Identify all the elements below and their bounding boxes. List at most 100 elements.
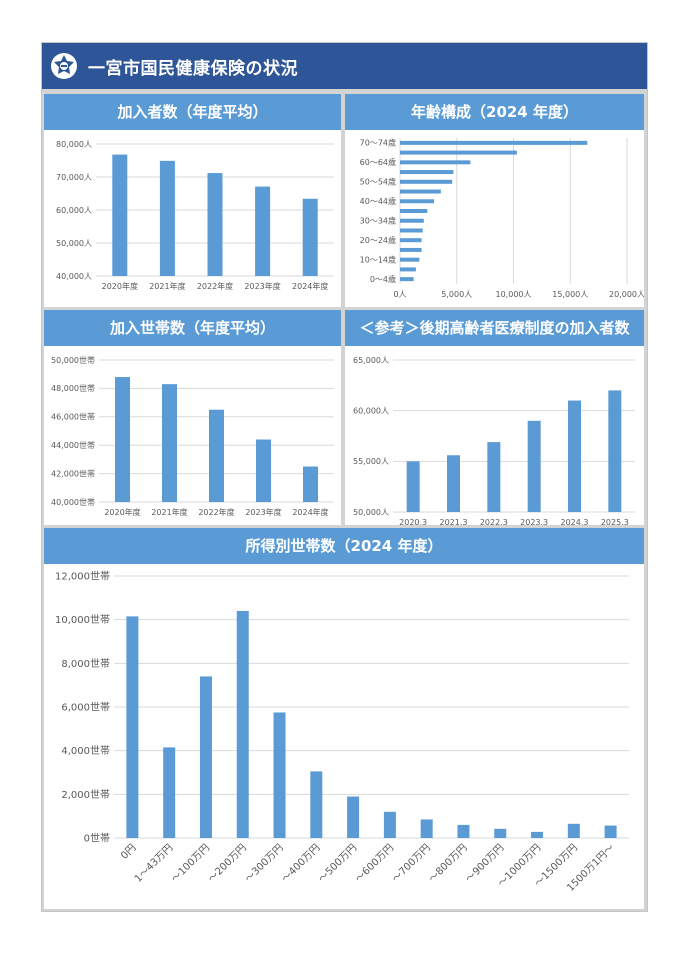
- panel-title-age: 年齢構成（2024 年度）: [345, 94, 644, 130]
- bar: [400, 267, 416, 272]
- bar: [487, 442, 501, 512]
- bar: [531, 831, 544, 838]
- y-tick-label: 10～14歳: [360, 254, 396, 264]
- x-tick-label: 2024年度: [292, 507, 328, 517]
- bar: [400, 209, 428, 213]
- chart-households: 40,000世帯 42,000世帯 44,000世帯 46,000世帯 48,000世帯…: [51, 355, 334, 517]
- x-tick-label: 2020.3: [399, 518, 427, 525]
- bar: [567, 823, 580, 838]
- x-tick-label: ～400万円: [280, 842, 322, 884]
- y-tick-label: 70,000人: [56, 173, 92, 182]
- bar: [400, 170, 454, 175]
- bar: [302, 198, 318, 276]
- x-tick-label: 1～43万円: [133, 842, 175, 884]
- y-tick-label: 30～34歳: [360, 216, 396, 226]
- bar: [400, 247, 422, 252]
- x-tick-label: 2025.3: [601, 518, 629, 525]
- bar: [347, 796, 360, 838]
- chart-members: 40,000人 50,000人 60,000人 70,000人 80,000人 2020年…: [56, 140, 334, 291]
- x-tick-label: ～200万円: [206, 842, 248, 884]
- x-tick-label: ～600万円: [354, 842, 396, 884]
- x-tick-label: 2020年度: [104, 507, 140, 517]
- bar: [400, 199, 435, 204]
- bar: [310, 771, 323, 838]
- y-tick-label: 2,000世帯: [61, 788, 110, 801]
- x-tick-label: 2020年度: [102, 281, 138, 291]
- y-tick-label: 65,000人: [353, 356, 389, 365]
- y-tick-label: 60,000人: [353, 406, 389, 415]
- bar: [457, 824, 470, 838]
- x-tick-label: 2024.3: [561, 518, 589, 525]
- bar: [400, 228, 423, 233]
- x-tick-label: 5,000人: [441, 290, 472, 299]
- bar: [420, 819, 433, 838]
- panel-households: 加入世帯数（年度平均） 40,000世帯 42,000世帯 44,000世帯 46,0…: [44, 310, 341, 525]
- bar: [406, 461, 420, 512]
- y-tick-label: 4,000世帯: [61, 744, 110, 757]
- y-tick-label: 8,000世帯: [61, 657, 110, 670]
- y-tick-label: 48,000世帯: [51, 383, 95, 393]
- chart-elderly: 50,000人 55,000人 60,000人 65,000人 2020.3 2021.3…: [353, 356, 635, 525]
- bar: [255, 186, 271, 276]
- y-tick-label: 12,000世帯: [55, 570, 110, 583]
- bar: [447, 455, 460, 512]
- y-tick-label: 50,000世帯: [51, 355, 95, 365]
- x-tick-label: 2022.3: [480, 518, 508, 525]
- bar: [400, 189, 441, 194]
- y-tick-label: 0世帯: [84, 832, 110, 845]
- bar: [400, 257, 420, 262]
- panel-title-households: 加入世帯数（年度平均）: [44, 310, 341, 346]
- y-tick-label: 70～74歳: [360, 138, 396, 148]
- y-tick-label: 50,000人: [56, 239, 92, 248]
- x-tick-label: 2021年度: [151, 507, 187, 517]
- panel-age: 年齢構成（2024 年度） 0人 5,000人 10,000人 15,000人 20,0…: [345, 94, 644, 307]
- panel-title-elderly: ＜参考＞後期高齢者医療制度の加入者数: [345, 310, 644, 346]
- x-tick-label: ～700万円: [390, 842, 432, 884]
- bar: [568, 400, 581, 512]
- x-tick-label: ～300万円: [243, 842, 285, 884]
- bar: [608, 390, 622, 512]
- bar: [400, 140, 588, 145]
- x-tick-label: 10,000人: [496, 290, 532, 299]
- report-frame: 一宮市国民健康保険の状況 加入者数（年度平均） 40,000人 50,000人 60…: [41, 42, 648, 912]
- panel-elderly: ＜参考＞後期高齢者医療制度の加入者数 50,000人 55,000人 60,000人…: [345, 310, 644, 525]
- y-tick-label: 40～44歳: [360, 196, 396, 206]
- page-title: 一宮市国民健康保険の状況: [88, 59, 298, 79]
- bar: [159, 160, 175, 276]
- panel-income: 所得別世帯数（2024 年度） 0世帯 2,000世帯 4,000世帯 6,000世帯…: [44, 528, 644, 909]
- bar: [400, 160, 471, 165]
- panel-title-income: 所得別世帯数（2024 年度）: [44, 528, 644, 564]
- x-tick-label: 2021年度: [149, 281, 185, 291]
- x-tick-label: 2022年度: [197, 281, 233, 291]
- x-tick-label: 2023.3: [520, 518, 548, 525]
- x-tick-label: 0人: [393, 290, 406, 299]
- city-emblem-icon: [51, 53, 77, 79]
- x-tick-label: ～500万円: [317, 842, 359, 884]
- panel-title-members: 加入者数（年度平均）: [44, 94, 341, 130]
- bar: [303, 466, 318, 502]
- bar: [400, 238, 422, 243]
- bar: [209, 409, 224, 502]
- x-tick-label: 0円: [119, 842, 138, 861]
- bar: [115, 377, 130, 502]
- y-tick-label: 40,000人: [56, 272, 92, 281]
- x-tick-label: 15,000人: [552, 290, 588, 299]
- chart-age: 0人 5,000人 10,000人 15,000人 20,000人 0～4歳 10～14歳 2…: [360, 138, 644, 299]
- y-tick-label: 40,000世帯: [51, 497, 95, 507]
- bar: [400, 150, 517, 155]
- x-tick-label: 2021.3: [440, 518, 468, 525]
- bar: [400, 218, 424, 223]
- x-tick-label: ～100万円: [170, 842, 212, 884]
- bar: [207, 173, 223, 276]
- y-tick-label: 60,000人: [56, 206, 92, 215]
- y-tick-label: 42,000世帯: [51, 468, 95, 478]
- y-tick-label: 80,000人: [56, 140, 92, 149]
- panel-members: 加入者数（年度平均） 40,000人 50,000人 60,000人 70,000人 8…: [44, 94, 341, 307]
- report-header: 一宮市国民健康保険の状況: [42, 43, 647, 89]
- y-tick-label: 50,000人: [353, 508, 389, 517]
- y-tick-label: 60～64歳: [360, 157, 396, 167]
- y-tick-label: 10,000世帯: [55, 613, 110, 626]
- y-tick-label: 44,000世帯: [51, 440, 95, 450]
- x-tick-label: 2023年度: [244, 281, 280, 291]
- y-tick-label: 0～4歳: [370, 274, 396, 284]
